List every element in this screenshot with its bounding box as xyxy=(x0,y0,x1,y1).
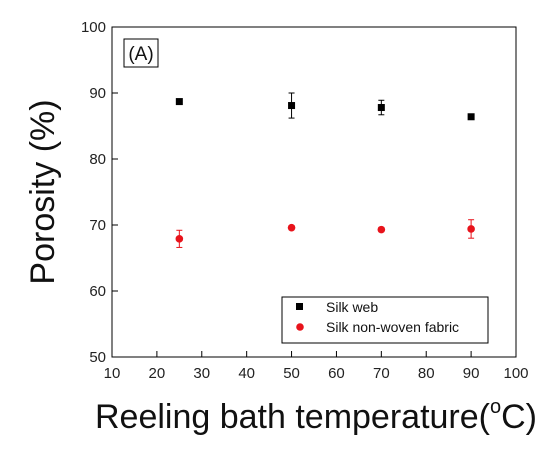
x-tick-label: 20 xyxy=(149,365,166,382)
x-tick-label: 70 xyxy=(373,365,390,382)
y-tick-label: 50 xyxy=(89,349,106,366)
plot-frame xyxy=(111,26,517,358)
axis-tick-labels: 10 20 30 40 50 60 70 80 90 100 50 60 70 80 90 100 xyxy=(81,19,529,382)
legend-marker-silk-web xyxy=(296,303,303,310)
data-point xyxy=(288,102,296,110)
data-point xyxy=(377,104,385,112)
y-tick-label: 100 xyxy=(81,19,106,36)
legend-marker-silk-non-woven xyxy=(296,323,304,331)
x-tick-label: 10 xyxy=(104,365,121,382)
series-silk-non-woven-fabric xyxy=(175,219,475,248)
x-axis-title-end: C) xyxy=(501,398,537,436)
data-series xyxy=(175,92,475,248)
y-tick-label: 90 xyxy=(89,85,106,102)
data-point xyxy=(467,225,475,233)
data-point xyxy=(175,98,183,106)
x-tick-label: 60 xyxy=(328,365,345,382)
legend: Silk web Silk non-woven fabric xyxy=(281,296,489,344)
data-point xyxy=(377,225,386,234)
x-axis-title-sup: o xyxy=(490,396,501,418)
x-tick-label: 90 xyxy=(463,365,480,382)
legend-label-silk-non-woven: Silk non-woven fabric xyxy=(326,319,459,335)
x-tick-label: 50 xyxy=(283,365,300,382)
y-tick-label: 70 xyxy=(89,217,106,234)
data-point xyxy=(287,223,296,232)
axis-ticks xyxy=(111,26,517,358)
x-tick-label: 30 xyxy=(193,365,210,382)
y-tick-label: 60 xyxy=(89,283,106,300)
x-tick-label: 80 xyxy=(418,365,435,382)
x-axis-title-main: Reeling bath temperature( xyxy=(95,398,491,436)
data-point xyxy=(175,235,184,243)
y-axis-title: Porosity (%) xyxy=(24,99,62,284)
legend-box xyxy=(281,296,489,344)
y-tick-label: 80 xyxy=(89,151,106,168)
x-tick-label: 40 xyxy=(238,365,255,382)
data-point xyxy=(467,113,475,121)
legend-label-silk-web: Silk web xyxy=(326,299,378,315)
x-axis-title: Reeling bath temperature(oC) xyxy=(95,396,537,436)
panel-label: (A) xyxy=(128,44,153,65)
series-silk-web xyxy=(175,92,475,121)
x-tick-label: 100 xyxy=(503,365,528,382)
panel-label-box xyxy=(123,38,159,68)
